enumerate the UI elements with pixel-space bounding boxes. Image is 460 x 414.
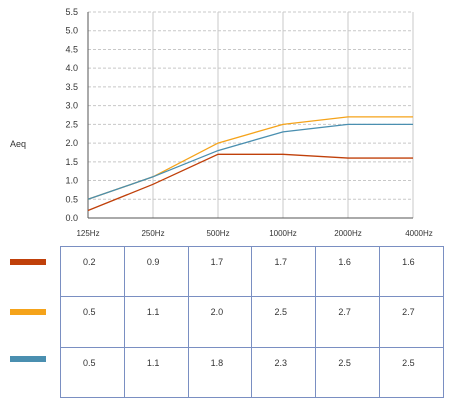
y-tick-label: 0.0: [65, 213, 78, 223]
table-cell: 1.7: [251, 245, 317, 298]
x-tick-label: 125Hz: [76, 229, 99, 238]
table-cell: 2.0: [187, 296, 253, 348]
table-cell: 2.7: [379, 296, 444, 348]
table-cell: 2.3: [251, 346, 317, 399]
y-tick-label: 5.0: [65, 26, 78, 36]
table-cell: 1.6: [379, 245, 444, 298]
table-cell: 1.7: [187, 245, 253, 298]
grid: [88, 11, 414, 218]
x-tick-label: 1000Hz: [269, 229, 297, 238]
y-tick-label: 4.5: [65, 44, 78, 54]
table-cell: 1.1: [123, 296, 189, 348]
y-tick-label: 4.0: [65, 63, 78, 73]
table-cell: 2.7: [315, 296, 381, 348]
table-row: 0.5 1.1 2.0 2.5 2.7 2.7: [60, 296, 444, 348]
legend-swatch-series-1: [10, 259, 46, 265]
line-chart: 0.0 0.5 1.0 1.5 2.0 2.5 3.0 3.5 4.0 4.5 5.0 5.5 125…: [10, 7, 433, 238]
x-tick-label: 250Hz: [141, 229, 164, 238]
series-line-1: [87, 153, 413, 212]
table-cell: 0.9: [123, 245, 189, 298]
table-row: 0.2 0.9 1.7 1.7 1.6 1.6: [60, 245, 444, 298]
series-lines: [87, 116, 413, 212]
table-cell: 2.5: [315, 346, 381, 399]
table-row: 0.5 1.1 1.8 2.3 2.5 2.5: [60, 346, 444, 399]
legend-swatch-series-2: [10, 309, 46, 315]
table-cell: 1.8: [187, 346, 253, 399]
x-tick-labels: 125Hz 250Hz 500Hz 1000Hz 2000Hz 4000Hz: [76, 229, 432, 238]
series-line-3: [87, 123, 413, 200]
y-tick-label: 2.5: [65, 119, 78, 129]
table-cell: 1.6: [315, 245, 381, 298]
legend-swatch-series-3: [10, 356, 46, 362]
y-tick-label: 1.0: [65, 176, 78, 186]
table-cell: 0.2: [60, 245, 125, 298]
table-cell: 2.5: [251, 296, 317, 348]
y-tick-label: 5.5: [65, 7, 78, 17]
table-cell: 0.5: [60, 346, 125, 399]
table-cell: 2.5: [379, 346, 444, 399]
y-tick-label: 1.5: [65, 157, 78, 167]
y-tick-label: 3.5: [65, 82, 78, 92]
axes: [87, 12, 413, 219]
x-tick-label: 4000Hz: [405, 229, 433, 238]
table-cell: 0.5: [60, 296, 125, 348]
y-tick-label: 3.0: [65, 101, 78, 111]
data-table: 0.2 0.9 1.7 1.7 1.6 1.6 0.5 1.1 2.0 2.5 2.7 2.7 0.5 1…: [60, 245, 444, 399]
y-axis-label: Aeq: [10, 139, 26, 149]
x-tick-label: 500Hz: [206, 229, 229, 238]
y-tick-label: 2.0: [65, 138, 78, 148]
x-tick-label: 2000Hz: [334, 229, 362, 238]
y-tick-label: 0.5: [65, 194, 78, 204]
table-cell: 1.1: [123, 346, 189, 399]
y-tick-labels: 0.0 0.5 1.0 1.5 2.0 2.5 3.0 3.5 4.0 4.5 5.0 5.5: [65, 7, 78, 223]
